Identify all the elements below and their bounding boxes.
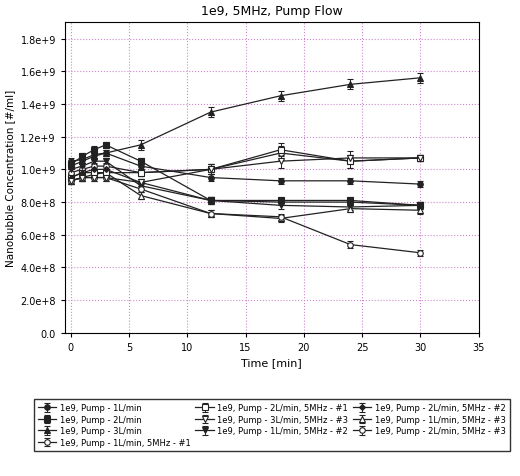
X-axis label: Time [min]: Time [min] — [241, 358, 302, 368]
Legend: 1e9, Pump - 1L/min, 1e9, Pump - 2L/min, 1e9, Pump - 3L/min, 1e9, Pump - 1L/min, : 1e9, Pump - 1L/min, 1e9, Pump - 2L/min, … — [34, 399, 510, 451]
Y-axis label: Nanobubble Concentration [#/ml]: Nanobubble Concentration [#/ml] — [5, 90, 15, 267]
Title: 1e9, 5MHz, Pump Flow: 1e9, 5MHz, Pump Flow — [201, 5, 343, 18]
